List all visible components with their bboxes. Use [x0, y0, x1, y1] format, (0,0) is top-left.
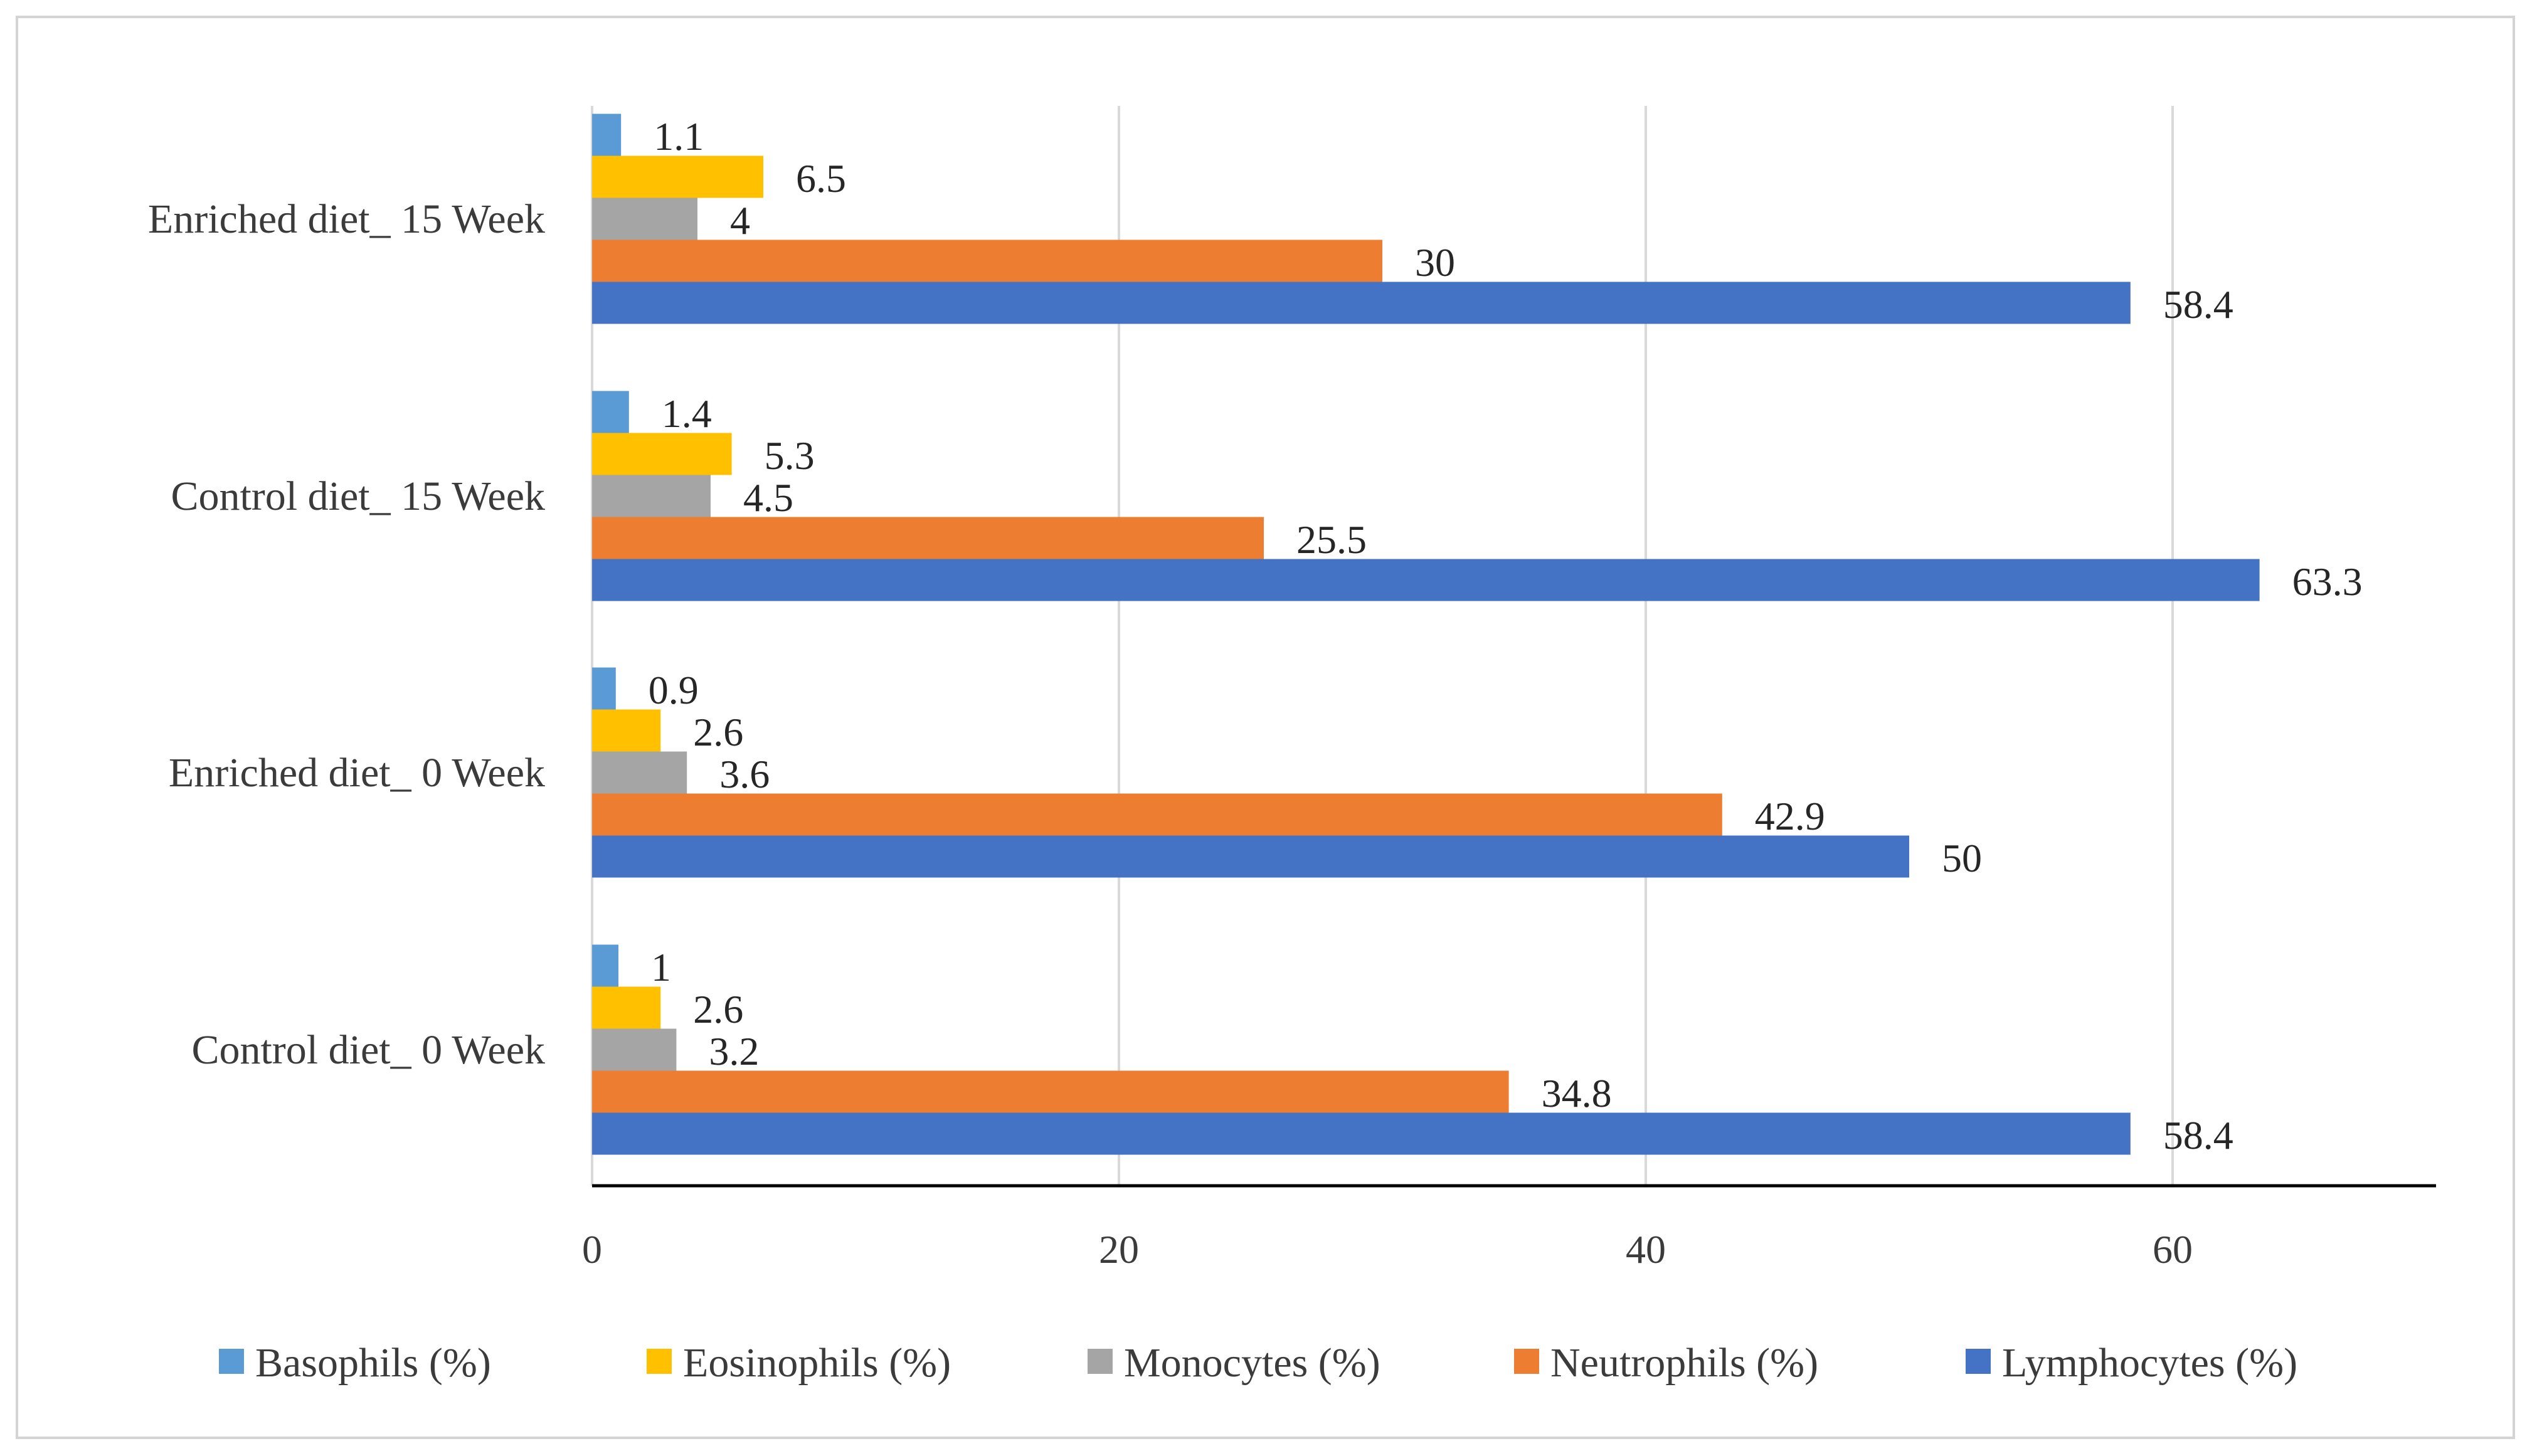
- bar-neutrophils-control-diet-0-week: [592, 1070, 1509, 1113]
- bar-eosinophils-enriched-diet-15-week: [592, 156, 763, 198]
- bar-eosinophils-control-diet-15-week: [592, 433, 732, 475]
- chart-frame: 1 2.6 3.2 34.8 58.4 0.9 2.6 3.6 42.9 50 1.4 5.3 4.5 2…: [16, 16, 2515, 1439]
- data-label-neutrophils-control-diet-0-week: 34.8: [1542, 1071, 1612, 1116]
- x-tick-label-0: 0: [582, 1227, 602, 1272]
- legend-swatch-neutrophils: [1514, 1349, 1539, 1374]
- data-label-basophils-enriched-diet-15-week: 1.1: [654, 114, 704, 159]
- legend-label-eosinophils: Eosinophils (%): [683, 1340, 951, 1386]
- x-tick-label-20: 20: [1099, 1227, 1139, 1272]
- data-label-monocytes-control-diet-0-week: 3.2: [709, 1029, 759, 1074]
- data-label-monocytes-control-diet-15-week: 4.5: [743, 475, 793, 520]
- category-label-enriched-diet-0-week: Enriched diet_ 0 Week: [169, 750, 545, 796]
- data-label-neutrophils-control-diet-15-week: 25.5: [1296, 517, 1367, 562]
- data-label-lymphocytes-control-diet-0-week: 58.4: [2163, 1113, 2233, 1158]
- legend-swatch-eosinophils: [647, 1349, 672, 1374]
- data-label-neutrophils-enriched-diet-0-week: 42.9: [1755, 794, 1825, 838]
- data-labels: 12.63.234.858.40.92.63.642.9501.45.34.52…: [649, 114, 2363, 1158]
- data-label-monocytes-enriched-diet-15-week: 4: [730, 198, 750, 243]
- bar-monocytes-enriched-diet-15-week: [592, 198, 697, 240]
- data-label-basophils-enriched-diet-0-week: 0.9: [649, 668, 699, 712]
- legend-label-neutrophils: Neutrophils (%): [1550, 1340, 1818, 1386]
- bars: [592, 113, 2260, 1155]
- x-tick-label-40: 40: [1626, 1227, 1666, 1272]
- data-label-eosinophils-control-diet-15-week: 5.3: [765, 433, 815, 478]
- legend-label-basophils: Basophils (%): [255, 1340, 491, 1386]
- data-label-eosinophils-control-diet-0-week: 2.6: [693, 987, 743, 1031]
- bar-eosinophils-enriched-diet-0-week: [592, 709, 661, 752]
- data-label-eosinophils-enriched-diet-15-week: 6.5: [796, 156, 846, 201]
- data-label-lymphocytes-control-diet-15-week: 63.3: [2292, 559, 2363, 604]
- bar-monocytes-control-diet-0-week: [592, 1028, 677, 1071]
- x-tick-labels: 0 20 40 60: [582, 1227, 2193, 1272]
- legend-label-lymphocytes: Lymphocytes (%): [2002, 1340, 2297, 1386]
- legend-swatch-monocytes: [1088, 1349, 1113, 1374]
- data-label-eosinophils-enriched-diet-0-week: 2.6: [693, 710, 743, 754]
- x-tick-label-60: 60: [2153, 1227, 2193, 1272]
- bar-neutrophils-enriched-diet-0-week: [592, 793, 1722, 836]
- bar-basophils-control-diet-0-week: [592, 944, 618, 987]
- bar-basophils-enriched-diet-0-week: [592, 667, 616, 710]
- category-label-enriched-diet-15-week: Enriched diet_ 15 Week: [148, 196, 545, 242]
- bar-basophils-enriched-diet-15-week: [592, 113, 622, 156]
- chart-canvas: 12.63.234.858.40.92.63.642.9501.45.34.52…: [148, 106, 2436, 1386]
- bar-lymphocytes-enriched-diet-15-week: [592, 282, 2131, 324]
- bar-lymphocytes-control-diet-15-week: [592, 559, 2260, 601]
- bar-monocytes-control-diet-15-week: [592, 475, 711, 517]
- data-label-basophils-control-diet-0-week: 1: [651, 945, 671, 989]
- data-label-lymphocytes-enriched-diet-0-week: 50: [1942, 836, 1982, 880]
- legend-swatch-lymphocytes: [1966, 1349, 1991, 1374]
- data-label-neutrophils-enriched-diet-15-week: 30: [1415, 240, 1455, 285]
- bar-neutrophils-control-diet-15-week: [592, 517, 1264, 559]
- category-label-control-diet-15-week: Control diet_ 15 Week: [171, 473, 545, 519]
- legend-label-monocytes: Monocytes (%): [1124, 1340, 1380, 1386]
- data-label-monocytes-enriched-diet-0-week: 3.6: [719, 752, 770, 796]
- legend-swatch-basophils: [219, 1349, 244, 1374]
- data-label-lymphocytes-enriched-diet-15-week: 58.4: [2163, 282, 2233, 327]
- bar-basophils-control-diet-15-week: [592, 391, 629, 433]
- bar-lymphocytes-control-diet-0-week: [592, 1112, 2131, 1155]
- bar-lymphocytes-enriched-diet-0-week: [592, 835, 1909, 878]
- bar-neutrophils-enriched-diet-15-week: [592, 240, 1382, 282]
- data-label-basophils-control-diet-15-week: 1.4: [662, 391, 712, 436]
- legend: Basophils (%) Eosinophils (%) Monocytes (%…: [219, 1340, 2297, 1386]
- bar-eosinophils-control-diet-0-week: [592, 986, 661, 1029]
- bar-monocytes-enriched-diet-0-week: [592, 751, 687, 794]
- category-labels: Control diet_ 0 Week Enriched diet_ 0 Wee…: [148, 196, 545, 1073]
- category-label-control-diet-0-week: Control diet_ 0 Week: [191, 1027, 545, 1073]
